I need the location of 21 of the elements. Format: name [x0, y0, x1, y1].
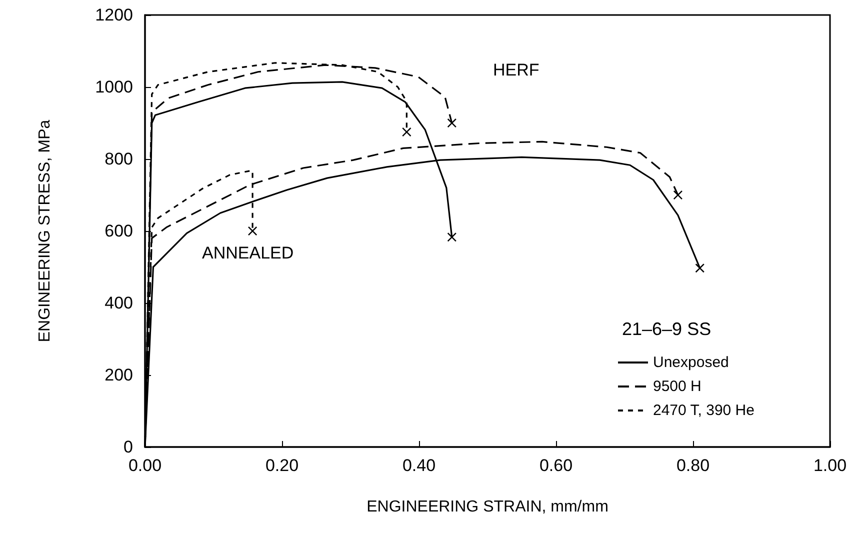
y-axis-title: ENGINEERING STRESS, MPa [36, 120, 54, 342]
y-tick-label: 1000 [95, 78, 133, 96]
x-axis-title: ENGINEERING STRAIN, mm/mm [366, 498, 608, 516]
y-tick-label: 1200 [95, 6, 133, 24]
annotation: HERF [493, 60, 540, 80]
legend-title: 21–6–9 SS [622, 319, 712, 339]
x-tick-label: 0.00 [128, 456, 162, 475]
x-tick-label: 0.20 [265, 456, 299, 475]
y-tick-label: 0 [124, 438, 133, 456]
annotation: ANNEALED [202, 244, 294, 262]
legend-label: Unexposed [653, 354, 729, 371]
legend-label: 9500 H [653, 378, 702, 395]
x-tick-label: 1.00 [813, 456, 847, 475]
y-tick-label: 200 [104, 366, 133, 384]
x-tick-label: 0.40 [402, 456, 436, 475]
y-tick-label: 800 [104, 150, 133, 168]
y-tick-label: 400 [104, 294, 133, 312]
x-tick-label: 0.80 [676, 456, 710, 475]
x-tick-label: 0.60 [539, 456, 573, 475]
y-tick-label: 600 [104, 222, 133, 240]
legend-label: 2470 T, 390 He [653, 402, 754, 419]
